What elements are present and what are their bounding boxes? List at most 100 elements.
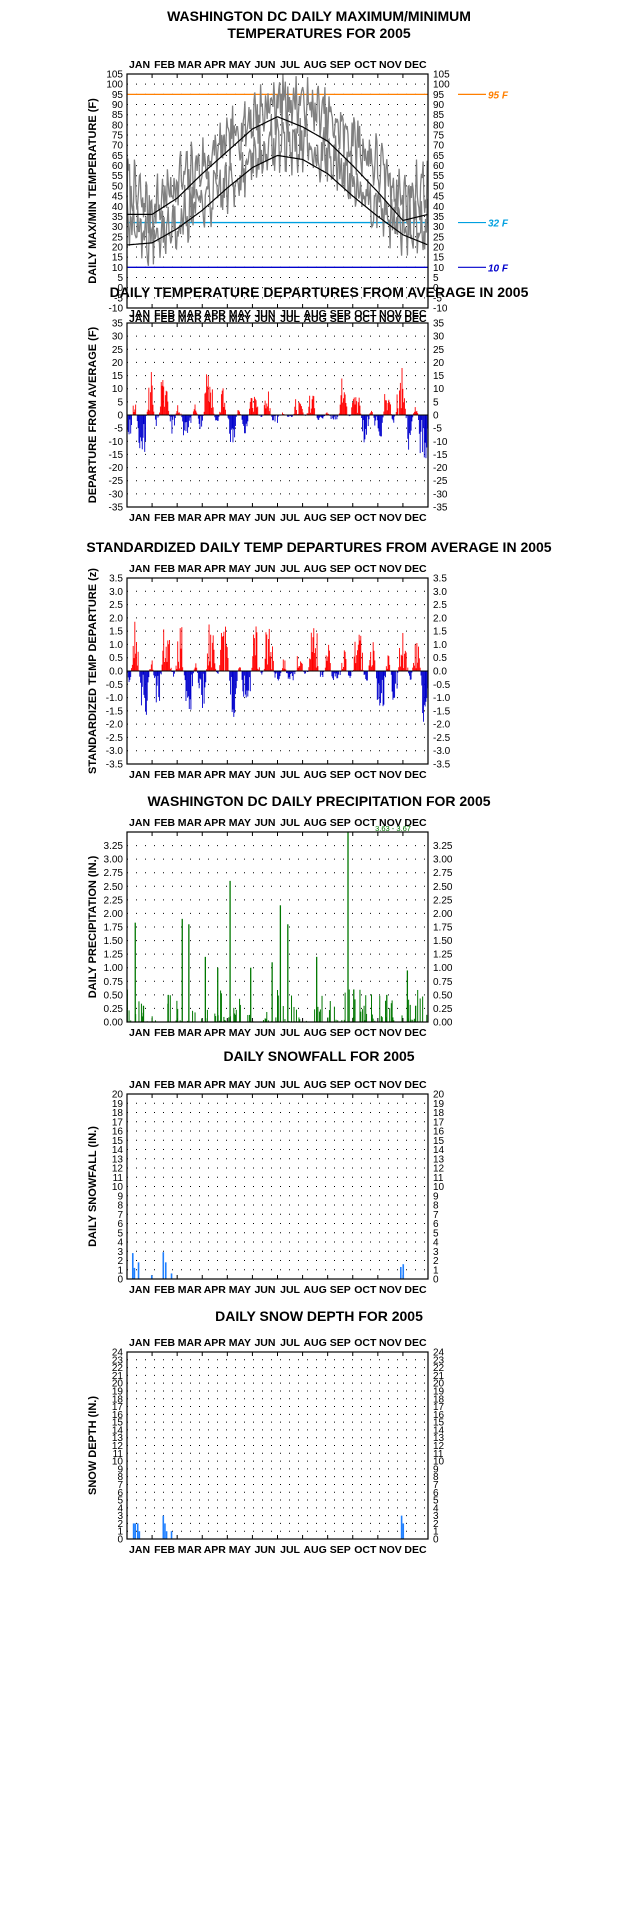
y-tick-label-right: 17	[433, 1402, 445, 1413]
y-tick-label-right: 5	[433, 1496, 439, 1507]
month-label-top: OCT	[354, 817, 377, 829]
y-tick-label-left: 55	[112, 171, 124, 182]
y-tick-label-right: 2.0	[433, 613, 447, 624]
y-tick-label-right: 9	[433, 1464, 439, 1475]
month-label-top: DEC	[404, 59, 427, 71]
y-tick-label-left: 5	[117, 1228, 123, 1239]
month-label-bottom: SEP	[330, 313, 351, 325]
y-tick-label-left: -30	[109, 489, 124, 500]
y-tick-label-left: 15	[112, 371, 124, 382]
y-tick-label-right: 8	[433, 1472, 439, 1483]
y-tick-label-left: 80	[112, 120, 124, 131]
y-tick-label-left: 14	[112, 1145, 124, 1156]
y-tick-label-right: 10	[433, 263, 445, 274]
month-label-top: MAR	[178, 308, 202, 320]
month-label-bottom: APR	[204, 769, 227, 781]
month-label-bottom: OCT	[354, 1027, 377, 1039]
y-tick-label-left: -20	[109, 463, 124, 474]
y-tick-label-right: 2	[433, 1519, 439, 1530]
month-label-top: AUG	[303, 1337, 326, 1349]
y-tick-label-right: 13	[433, 1154, 445, 1165]
y-tick-label-right: 3.00	[433, 855, 453, 866]
y-tick-label-left: 6	[117, 1488, 123, 1499]
month-label-top: FEB	[154, 1079, 175, 1091]
y-tick-label-right: 20	[433, 1379, 445, 1390]
y-axis-label: SNOW DEPTH (IN.)	[87, 1396, 99, 1495]
y-tick-label-right: 12	[433, 1164, 445, 1175]
y-tick-label-left: 12	[112, 1164, 124, 1175]
y-tick-label-right: 4	[433, 1503, 439, 1514]
y-tick-label-right: 3.25	[433, 841, 453, 852]
y-tick-label-left: 8	[117, 1201, 123, 1212]
month-label-top: DEC	[404, 563, 427, 575]
y-tick-label-left: 8	[117, 1472, 123, 1483]
month-label-top: SEP	[330, 817, 351, 829]
y-tick-label-right: 19	[433, 1386, 445, 1397]
y-tick-label-right: 5	[433, 273, 439, 284]
y-tick-label-left: 100	[106, 80, 123, 91]
y-tick-label-left: 18	[112, 1108, 124, 1119]
month-label-bottom: SEP	[330, 1544, 351, 1556]
y-tick-label-right: 7	[433, 1210, 439, 1221]
y-tick-label-left: 1.0	[109, 640, 123, 651]
month-label-bottom: OCT	[354, 1544, 377, 1556]
month-label-bottom: SEP	[330, 512, 351, 524]
y-tick-label-left: 4	[117, 1503, 123, 1514]
y-tick-label-right: 3	[433, 1247, 439, 1258]
month-label-top: OCT	[354, 1337, 377, 1349]
y-tick-label-right: 1	[433, 1527, 439, 1538]
chart-title: STANDARDIZED DAILY TEMP DEPARTURES FROM …	[86, 539, 551, 555]
month-label-top: MAY	[229, 59, 251, 71]
y-tick-label-right: 23	[433, 1355, 445, 1366]
month-label-bottom: JUN	[254, 313, 275, 325]
y-tick-label-right: 5	[433, 397, 439, 408]
chart-title: DAILY TEMPERATURE DEPARTURES FROM AVERAG…	[110, 284, 529, 300]
y-tick-label-right: 24	[433, 1348, 445, 1359]
y-tick-label-left: -35	[109, 503, 124, 514]
month-label-bottom: JAN	[129, 512, 150, 524]
month-label-bottom: FEB	[154, 313, 175, 325]
y-tick-label-left: 20	[112, 242, 124, 253]
y-tick-label-right: 2	[433, 1256, 439, 1267]
y-tick-label-right: 20	[433, 242, 445, 253]
y-tick-label-right: 6	[433, 1488, 439, 1499]
y-tick-label-left: 40	[112, 202, 124, 213]
y-tick-label-right: 15	[433, 371, 445, 382]
chart-title: WASHINGTON DC DAILY PRECIPITATION FOR 20…	[147, 793, 490, 809]
month-label-bottom: APR	[204, 1284, 227, 1296]
y-tick-label-right: 21	[433, 1371, 445, 1382]
y-tick-label-left: 7	[117, 1210, 123, 1221]
y-tick-label-left: 1.25	[104, 950, 124, 961]
y-tick-label-right: 0.0	[433, 667, 447, 678]
y-tick-label-right: 35	[433, 212, 445, 223]
month-label-bottom: JUN	[254, 1027, 275, 1039]
y-tick-label-right: -3.5	[433, 760, 451, 771]
month-label-top: SEP	[330, 1337, 351, 1349]
month-label-bottom: NOV	[379, 769, 402, 781]
y-tick-label-left: 10	[112, 1182, 124, 1193]
y-tick-label-left: 1	[117, 1265, 123, 1276]
month-label-bottom: FEB	[154, 1544, 175, 1556]
month-label-bottom: AUG	[303, 1027, 326, 1039]
y-tick-label-left: 24	[112, 1348, 124, 1359]
month-label-top: JUL	[280, 817, 300, 829]
month-label-top: NOV	[379, 1079, 402, 1091]
month-label-bottom: APR	[204, 1027, 227, 1039]
y-tick-label-left: 2.0	[109, 613, 123, 624]
y-tick-label-left: 20	[112, 1379, 124, 1390]
y-tick-label-left: 5	[117, 397, 123, 408]
y-tick-label-right: -0.5	[433, 680, 451, 691]
snow-bars	[132, 1515, 405, 1539]
y-tick-label-left: 5	[117, 273, 123, 284]
month-label-top: APR	[204, 1337, 227, 1349]
y-tick-label-left: 20	[112, 1090, 124, 1101]
month-label-bottom: FEB	[154, 1027, 175, 1039]
chart-title: DAILY SNOW DEPTH FOR 2005	[215, 1308, 423, 1324]
month-label-bottom: JUL	[280, 512, 300, 524]
y-tick-label-right: 10	[433, 1182, 445, 1193]
month-label-top: SEP	[330, 59, 351, 71]
y-tick-label-right: 20	[433, 358, 445, 369]
y-tick-label-left: 75	[112, 131, 124, 142]
month-label-bottom: MAR	[178, 1284, 202, 1296]
